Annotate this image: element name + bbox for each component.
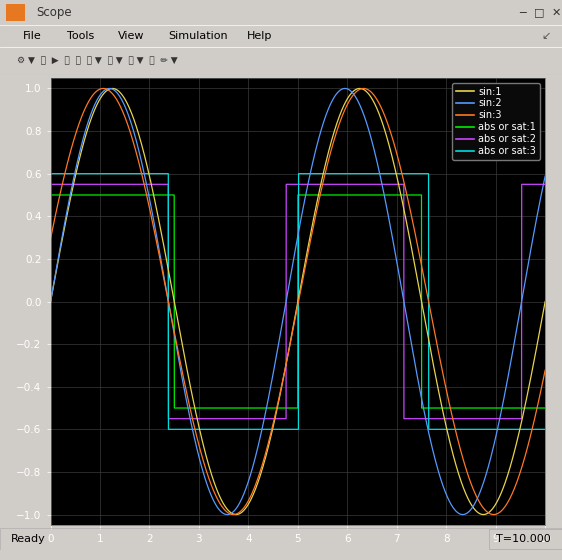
- Bar: [6, 4, 25, 21]
- Text: ⚙ ▼  🔄  ▶  ⏸  ⬜  🔲 ▼  🔍 ▼  ⤢ ▼  🎯  ✏ ▼: ⚙ ▼ 🔄 ▶ ⏸ ⬜ 🔲 ▼ 🔍 ▼ ⤢ ▼ 🎯 ✏ ▼: [17, 57, 178, 66]
- Text: View: View: [118, 31, 144, 41]
- Text: File: File: [22, 31, 41, 41]
- Text: Tools: Tools: [67, 31, 94, 41]
- Text: □: □: [534, 7, 545, 17]
- Bar: [489, 529, 562, 549]
- Text: ─: ─: [519, 7, 526, 17]
- Text: Simulation: Simulation: [169, 31, 228, 41]
- Text: T=10.000: T=10.000: [496, 534, 551, 544]
- Text: Scope: Scope: [37, 6, 72, 19]
- Text: ↙: ↙: [541, 31, 551, 41]
- Text: ✕: ✕: [552, 7, 561, 17]
- Legend: sin:1, sin:2, sin:3, abs or sat:1, abs or sat:2, abs or sat:3: sin:1, sin:2, sin:3, abs or sat:1, abs o…: [452, 83, 540, 160]
- Text: Help: Help: [247, 31, 273, 41]
- Text: Ready: Ready: [11, 534, 46, 544]
